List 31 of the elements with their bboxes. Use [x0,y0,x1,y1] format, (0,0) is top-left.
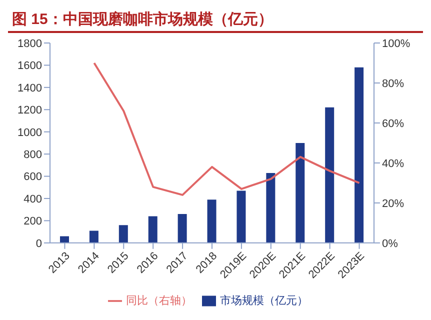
y-tick-label: 1200 [18,104,42,117]
bar [207,200,216,243]
chart-title: 图 15：中国现磨咖啡市场规模（亿元） [8,8,423,33]
y-tick-label: 0 [36,238,42,250]
y-tick-label: 1000 [18,126,42,139]
y-tick-label: 1800 [18,38,42,50]
y-tick-label: 400 [24,193,42,206]
y-tick-label: 1400 [18,82,42,94]
bar [148,216,158,243]
bar [236,190,246,243]
y-tick-label: 600 [24,171,42,184]
y2-tick-label: 20% [382,198,404,210]
legend-label: 同比（右轴） [126,294,192,307]
bar [354,67,364,243]
bar [325,107,334,243]
bar [178,214,187,243]
legend-label: 市场规模（亿元） [220,294,308,307]
line-series [93,62,360,196]
y-tick-label: 200 [24,216,42,228]
y-tick-label: 800 [24,148,42,161]
bar [296,142,305,243]
y2-tick-label: 60% [382,118,404,130]
y-tick-label: 1600 [18,60,42,72]
bar [118,225,128,243]
bar [60,236,69,243]
y2-tick-label: 100% [382,38,410,50]
y2-tick-label: 40% [382,158,404,170]
y2-tick-label: 0% [382,238,398,250]
y2-tick-label: 80% [382,78,404,90]
bar [89,230,98,243]
bar [266,172,276,243]
